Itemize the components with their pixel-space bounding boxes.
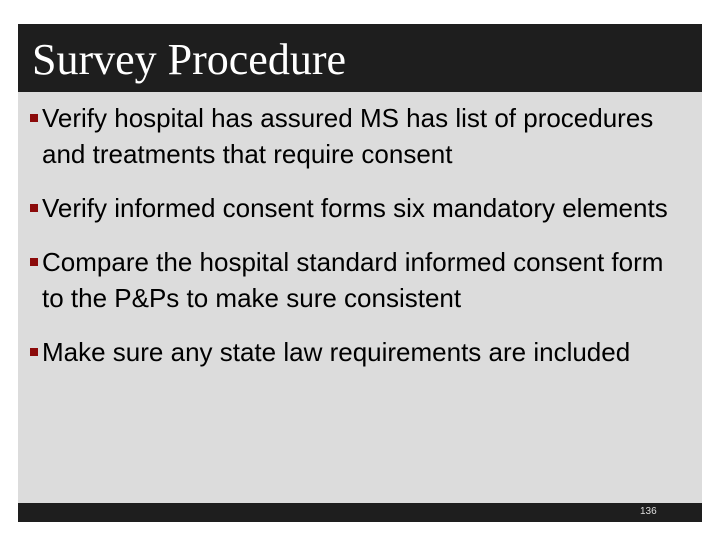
bullet-list: Verify hospital has assured MS has list … bbox=[28, 100, 688, 388]
title-bar: Survey Procedure bbox=[18, 24, 702, 92]
square-bullet-icon bbox=[30, 204, 38, 212]
bullet-item: Verify informed consent forms six mandat… bbox=[28, 190, 688, 226]
page-number: 136 bbox=[640, 506, 657, 517]
square-bullet-icon bbox=[30, 258, 38, 266]
bullet-item: Verify hospital has assured MS has list … bbox=[28, 100, 688, 172]
bullet-text: Verify hospital has assured MS has list … bbox=[42, 103, 654, 169]
bullet-text: Verify informed consent forms six mandat… bbox=[42, 193, 668, 223]
footer-bar: 136 bbox=[18, 503, 702, 522]
square-bullet-icon bbox=[30, 348, 38, 356]
slide-title: Survey Procedure bbox=[32, 35, 347, 84]
bullet-item: Compare the hospital standard informed c… bbox=[28, 244, 688, 316]
bullet-item: Make sure any state law requirements are… bbox=[28, 334, 688, 370]
bullet-text: Make sure any state law requirements are… bbox=[42, 337, 631, 367]
bullet-text: Compare the hospital standard informed c… bbox=[42, 247, 664, 313]
square-bullet-icon bbox=[30, 114, 38, 122]
slide: Survey Procedure Verify hospital has ass… bbox=[18, 24, 702, 522]
